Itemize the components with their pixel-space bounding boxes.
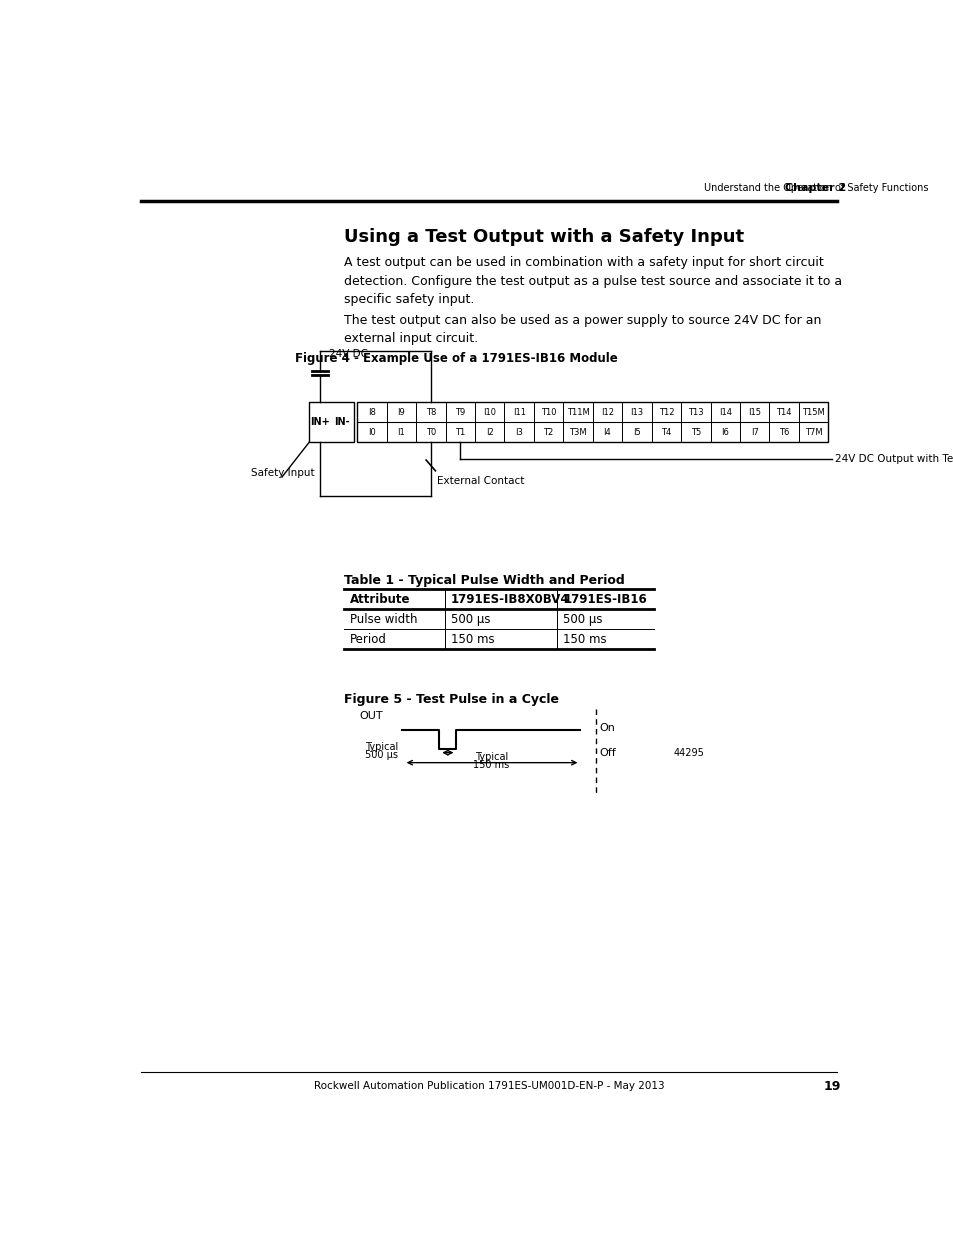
Text: Understand the Operation of Safety Functions: Understand the Operation of Safety Funct… xyxy=(703,183,928,193)
Text: Period: Period xyxy=(350,634,387,646)
Text: 500 μs: 500 μs xyxy=(451,613,490,626)
Text: 150 ms: 150 ms xyxy=(562,634,606,646)
Text: I9: I9 xyxy=(397,408,405,416)
Text: External Contact: External Contact xyxy=(436,475,524,485)
Text: T0: T0 xyxy=(425,427,436,437)
Text: T13: T13 xyxy=(687,408,703,416)
Text: I8: I8 xyxy=(368,408,375,416)
Text: Table 1 - Typical Pulse Width and Period: Table 1 - Typical Pulse Width and Period xyxy=(344,574,624,587)
Text: I6: I6 xyxy=(720,427,728,437)
Text: Figure 5 - Test Pulse in a Cycle: Figure 5 - Test Pulse in a Cycle xyxy=(344,693,558,706)
Text: 500 μs: 500 μs xyxy=(365,750,397,760)
Text: T8: T8 xyxy=(425,408,436,416)
Text: I15: I15 xyxy=(747,408,760,416)
Text: 1791ES-IB16: 1791ES-IB16 xyxy=(562,593,646,606)
Text: I0: I0 xyxy=(368,427,375,437)
Text: T14: T14 xyxy=(776,408,791,416)
Text: A test output can be used in combination with a safety input for short circuit
d: A test output can be used in combination… xyxy=(344,256,841,306)
Text: I11: I11 xyxy=(512,408,525,416)
Text: T2: T2 xyxy=(543,427,553,437)
Text: T10: T10 xyxy=(540,408,556,416)
Text: T6: T6 xyxy=(779,427,788,437)
Text: Chapter 2: Chapter 2 xyxy=(784,183,845,193)
Text: I12: I12 xyxy=(600,408,614,416)
Text: I3: I3 xyxy=(515,427,522,437)
Text: 24V DC: 24V DC xyxy=(329,348,368,359)
Text: T4: T4 xyxy=(660,427,671,437)
Text: 500 μs: 500 μs xyxy=(562,613,602,626)
Text: Pulse width: Pulse width xyxy=(350,613,417,626)
Text: I13: I13 xyxy=(630,408,643,416)
Text: Typical: Typical xyxy=(475,752,507,762)
Text: Attribute: Attribute xyxy=(350,593,411,606)
Text: Typical: Typical xyxy=(365,742,397,752)
Text: Figure 4 - Example Use of a 1791ES-IB16 Module: Figure 4 - Example Use of a 1791ES-IB16 … xyxy=(294,352,618,366)
Text: 150 ms: 150 ms xyxy=(473,760,509,769)
Text: T9: T9 xyxy=(455,408,465,416)
Text: I5: I5 xyxy=(633,427,640,437)
Text: I14: I14 xyxy=(718,408,731,416)
Text: I2: I2 xyxy=(485,427,493,437)
Text: Safety Input: Safety Input xyxy=(251,468,314,478)
Text: 44295: 44295 xyxy=(673,747,703,757)
Text: I1: I1 xyxy=(397,427,405,437)
Bar xyxy=(309,403,354,442)
Text: T3M: T3M xyxy=(569,427,586,437)
Text: T12: T12 xyxy=(658,408,674,416)
Text: T11M: T11M xyxy=(566,408,589,416)
Text: Rockwell Automation Publication 1791ES-UM001D-EN-P - May 2013: Rockwell Automation Publication 1791ES-U… xyxy=(314,1081,663,1091)
Text: IN-: IN- xyxy=(334,417,349,427)
Text: T7M: T7M xyxy=(804,427,821,437)
Text: 1791ES-IB8X0BV4: 1791ES-IB8X0BV4 xyxy=(451,593,569,606)
Text: OUT: OUT xyxy=(359,711,383,721)
Text: Using a Test Output with a Safety Input: Using a Test Output with a Safety Input xyxy=(344,227,743,246)
Text: 19: 19 xyxy=(822,1079,840,1093)
Text: I7: I7 xyxy=(750,427,758,437)
Text: T5: T5 xyxy=(690,427,700,437)
Text: The test output can also be used as a power supply to source 24V DC for an
exter: The test output can also be used as a po… xyxy=(344,314,821,346)
Text: IN+: IN+ xyxy=(310,417,330,427)
Text: T1: T1 xyxy=(455,427,465,437)
Text: I10: I10 xyxy=(482,408,496,416)
Text: On: On xyxy=(599,722,615,734)
Text: 150 ms: 150 ms xyxy=(451,634,494,646)
Text: T15M: T15M xyxy=(801,408,824,416)
Text: 24V DC Output with Test Pulse: 24V DC Output with Test Pulse xyxy=(834,454,953,464)
Bar xyxy=(356,403,827,442)
Text: I4: I4 xyxy=(603,427,611,437)
Text: Off: Off xyxy=(599,747,616,757)
